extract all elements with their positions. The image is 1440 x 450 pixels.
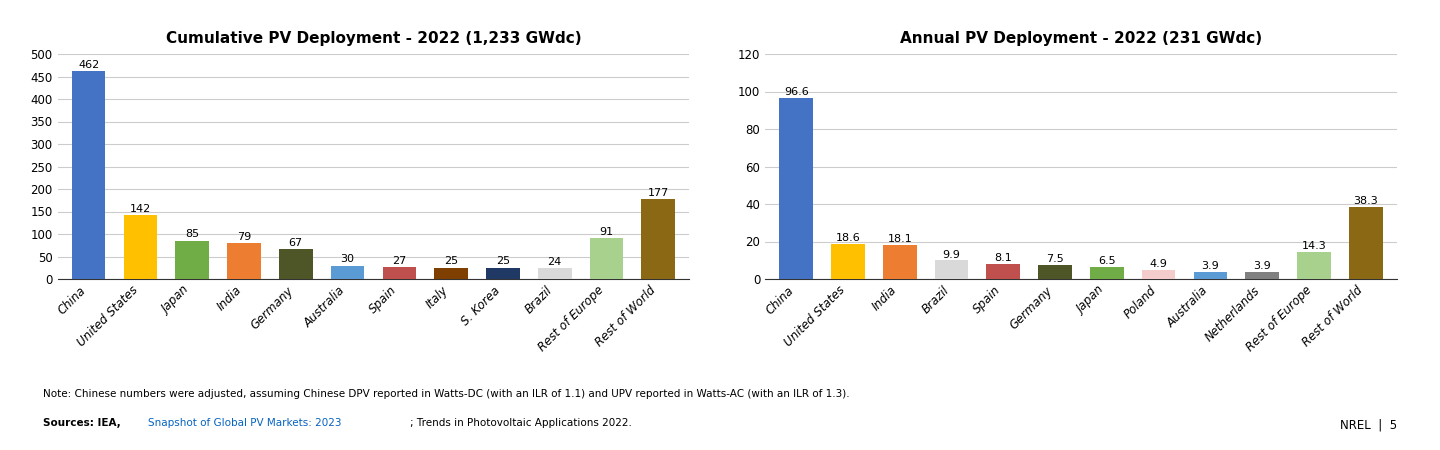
- Text: 8.1: 8.1: [995, 253, 1012, 263]
- Text: 14.3: 14.3: [1302, 241, 1326, 251]
- Text: Note: Chinese numbers were adjusted, assuming Chinese DPV reported in Watts-DC (: Note: Chinese numbers were adjusted, ass…: [43, 389, 850, 399]
- Bar: [383, 267, 416, 279]
- Text: Snapshot of Global PV Markets: 2023: Snapshot of Global PV Markets: 2023: [148, 418, 341, 428]
- Bar: [986, 264, 1020, 279]
- Bar: [331, 266, 364, 279]
- Bar: [176, 241, 209, 279]
- Text: Sources: IEA,: Sources: IEA,: [43, 418, 125, 428]
- Bar: [1194, 272, 1227, 279]
- Text: 85: 85: [186, 230, 199, 239]
- Bar: [1297, 252, 1331, 279]
- Bar: [779, 98, 814, 279]
- Bar: [1246, 272, 1279, 279]
- Bar: [589, 238, 624, 279]
- Text: 9.9: 9.9: [943, 249, 960, 260]
- Text: 18.6: 18.6: [835, 233, 860, 243]
- Bar: [279, 249, 312, 279]
- Text: 18.1: 18.1: [887, 234, 912, 244]
- Text: 462: 462: [78, 60, 99, 70]
- Bar: [487, 268, 520, 279]
- Text: 3.9: 3.9: [1253, 261, 1272, 271]
- Text: 96.6: 96.6: [783, 87, 808, 97]
- Bar: [124, 215, 157, 279]
- Text: 3.9: 3.9: [1201, 261, 1220, 271]
- Text: 142: 142: [130, 204, 151, 214]
- Text: 91: 91: [599, 227, 613, 237]
- Title: Annual PV Deployment - 2022 (231 GWdc): Annual PV Deployment - 2022 (231 GWdc): [900, 31, 1261, 46]
- Bar: [1038, 265, 1071, 279]
- Text: 27: 27: [392, 256, 406, 266]
- Text: 25: 25: [495, 256, 510, 266]
- Text: 24: 24: [547, 257, 562, 267]
- Bar: [228, 243, 261, 279]
- Text: 6.5: 6.5: [1099, 256, 1116, 266]
- Text: NREL  |  5: NREL | 5: [1339, 418, 1397, 432]
- Bar: [641, 199, 675, 279]
- Bar: [935, 261, 968, 279]
- Text: 79: 79: [236, 232, 251, 242]
- Text: 4.9: 4.9: [1149, 259, 1168, 269]
- Bar: [435, 268, 468, 279]
- Bar: [1349, 207, 1382, 279]
- Bar: [831, 244, 865, 279]
- Bar: [539, 268, 572, 279]
- Text: 38.3: 38.3: [1354, 196, 1378, 206]
- Title: Cumulative PV Deployment - 2022 (1,233 GWdc): Cumulative PV Deployment - 2022 (1,233 G…: [166, 31, 582, 46]
- Text: ; Trends in Photovoltaic Applications 2022.: ; Trends in Photovoltaic Applications 20…: [410, 418, 632, 428]
- Bar: [1090, 267, 1123, 279]
- Text: 177: 177: [648, 188, 668, 198]
- Text: 67: 67: [288, 238, 302, 248]
- Text: 30: 30: [340, 254, 354, 264]
- Text: 7.5: 7.5: [1047, 254, 1064, 264]
- Bar: [1142, 270, 1175, 279]
- Text: 25: 25: [444, 256, 458, 266]
- Bar: [72, 71, 105, 279]
- Bar: [883, 245, 916, 279]
